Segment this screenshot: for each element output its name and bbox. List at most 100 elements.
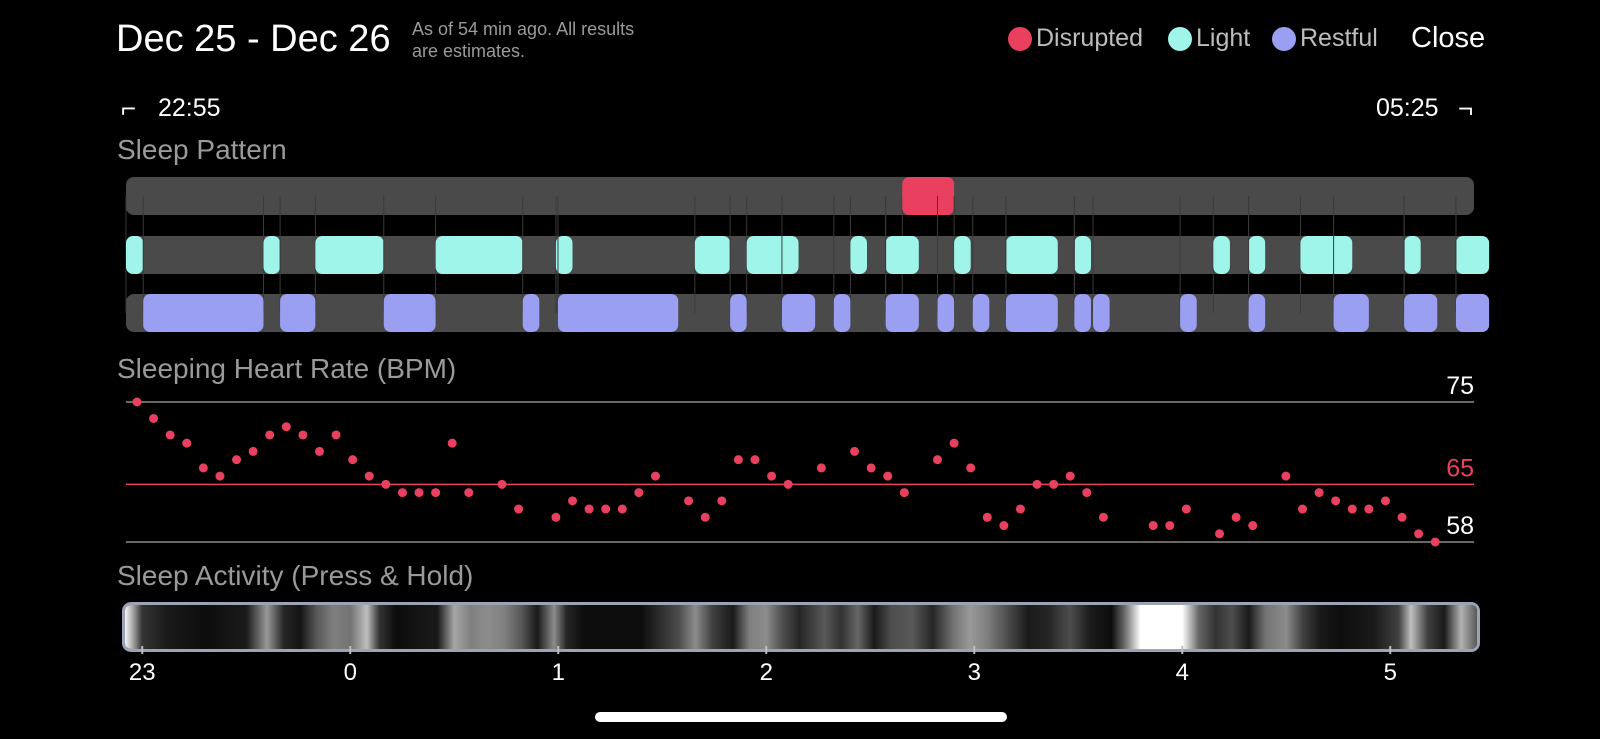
home-indicator[interactable] [595,712,1007,722]
hr-point [1215,529,1225,539]
hr-point [149,413,159,423]
hr-point [1165,521,1175,531]
hr-point [1364,504,1374,514]
axis-tick-label: 0 [344,659,357,686]
hr-point [348,455,358,465]
pattern-segment-light [954,236,971,274]
pattern-segment-restful [557,294,679,332]
legend-label-disrupted: Disrupted [1036,24,1143,52]
hr-point [1397,512,1407,522]
close-button[interactable]: Close [1411,22,1486,54]
hr-point [1414,529,1424,539]
hr-point [1281,471,1291,481]
activity-title: Sleep Activity (Press & Hold) [117,560,474,591]
pattern-segment-restful [1248,294,1266,332]
pattern-segment-disrupted [902,177,955,215]
hr-point [1032,479,1042,489]
hr-point [265,430,275,440]
hr-point [1347,504,1357,514]
hr-point [381,479,391,489]
axis-tick-label: 5 [1384,659,1397,686]
hr-point [850,446,860,456]
pattern-segment-light [1074,236,1091,274]
hr-point [431,488,441,498]
pattern-segment-restful [1404,294,1438,332]
hr-tick-label: 58 [1446,512,1474,540]
hr-point [132,397,142,407]
heart-rate-chart: 75 65 58 [126,372,1474,547]
pattern-segment-light [1404,236,1421,274]
hr-point [1380,496,1390,506]
end-bracket-icon: ¬ [1458,93,1474,123]
hr-point [281,422,291,432]
hr-tick-label: 75 [1446,372,1474,400]
hr-point [584,504,594,514]
hr-point [1015,504,1025,514]
hr-point [567,496,577,506]
pattern-segment-light [435,236,523,274]
hr-point [999,521,1009,531]
hr-point [700,512,710,522]
legend-disrupted: Disrupted [1008,24,1143,53]
hr-point [182,438,192,448]
legend-label-restful: Restful [1300,24,1378,52]
hr-point [1314,488,1324,498]
pattern-segment-light [850,236,867,274]
axis-tick-label: 4 [1176,659,1189,686]
hr-point [1297,504,1307,514]
end-time: 05:25 [1376,94,1439,122]
pattern-segment-restful [885,294,919,332]
hr-point [165,430,175,440]
pattern-segment-restful [730,294,747,332]
hr-point [717,496,727,506]
hr-point [750,455,760,465]
start-bracket-icon: ⌐ [121,93,137,123]
hr-point [899,488,909,498]
pattern-segment-light [1248,236,1266,274]
hr-point [1082,488,1092,498]
start-time: 22:55 [158,94,221,122]
hr-point [1098,512,1108,522]
pattern-segment-light [746,236,799,274]
hr-point [198,463,208,473]
pattern-segment-restful [1333,294,1369,332]
hr-point [364,471,374,481]
pattern-segment-light [1300,236,1353,274]
activity-fill [125,605,1477,649]
hr-point [1430,537,1440,547]
hr-point [634,488,644,498]
sleep-activity-heatmap[interactable] [125,605,1477,649]
hr-point [733,455,743,465]
pattern-segment-restful [781,294,816,332]
hr-point [1231,512,1241,522]
hr-point [464,488,474,498]
legend-dot-restful [1272,26,1296,51]
pattern-segment-light [885,236,919,274]
pattern-segment-light [263,236,281,274]
hr-point [447,438,457,448]
estimate-note: As of 54 min ago. All results are estima… [412,18,712,62]
pattern-segment-restful [1074,294,1091,332]
pattern-segment-light [126,236,144,274]
hr-point [314,446,324,456]
hr-point [883,471,893,481]
pattern-segment-restful [1180,294,1197,332]
page-title: Dec 25 - Dec 26 [116,18,391,60]
hr-point [1331,496,1341,506]
legend-dot-light [1168,26,1192,51]
hr-point [1049,479,1059,489]
hr-point [1181,504,1191,514]
pattern-segment-restful [280,294,316,332]
sleep-activity-bar[interactable] [122,602,1480,652]
pattern-track-disrupted [126,177,1474,215]
hr-point [232,455,242,465]
sleep-pattern-title: Sleep Pattern [117,134,287,165]
hr-point [248,446,258,456]
pattern-segment-restful [143,294,264,332]
hr-point [966,463,976,473]
legend-label-light: Light [1196,24,1251,52]
hr-point [617,504,627,514]
hr-point [601,504,611,514]
pattern-segment-restful [1005,294,1058,332]
hr-point [982,512,992,522]
